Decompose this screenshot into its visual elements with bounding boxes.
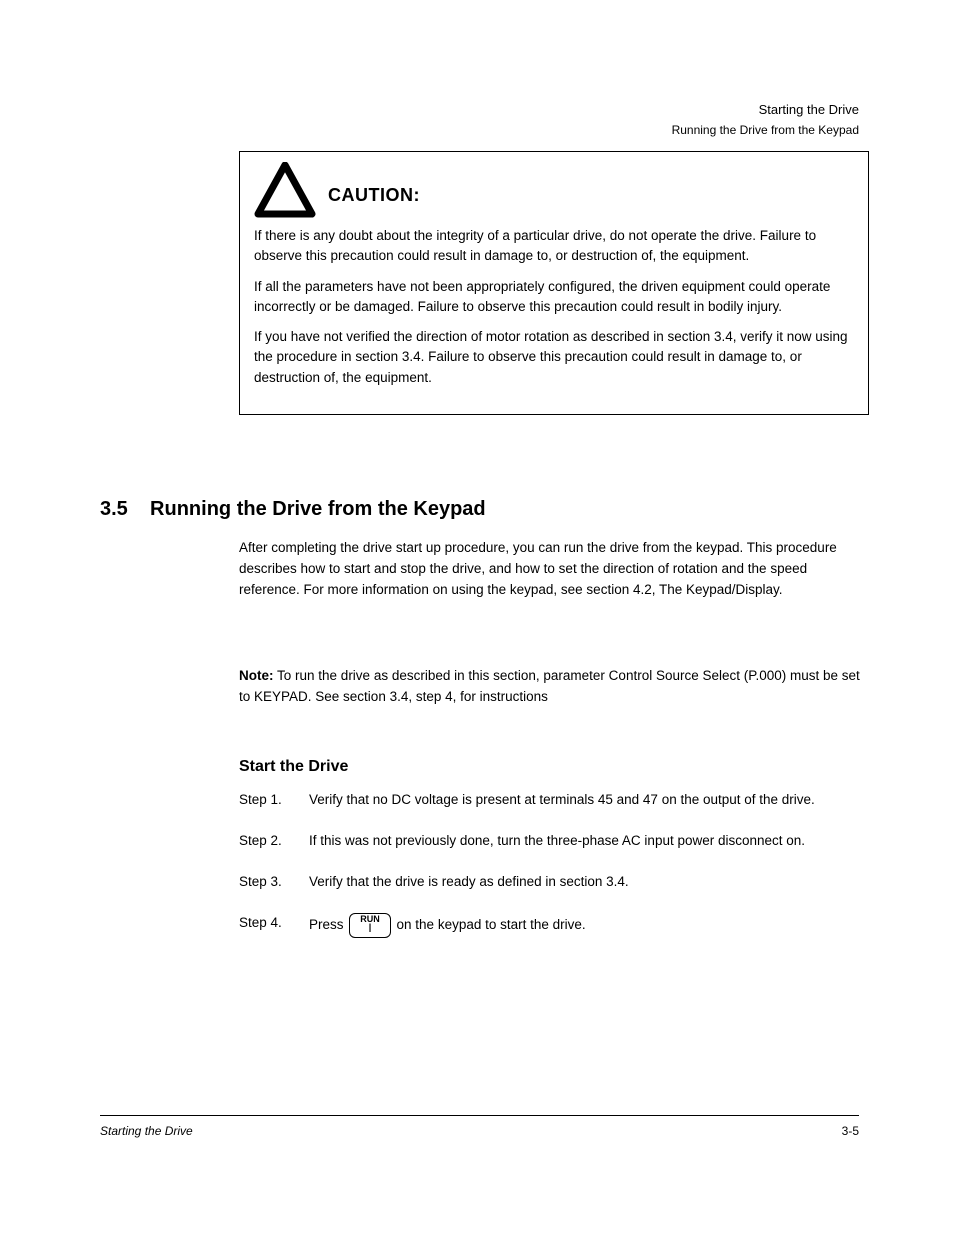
step-item: Step 1. Verify that no DC voltage is pre… [239, 790, 869, 811]
caution-paragraph: If you have not verified the direction o… [254, 327, 854, 388]
warning-triangle-icon [254, 162, 316, 218]
step-text: If this was not previously done, turn th… [309, 831, 869, 852]
note-label: Note: [239, 668, 274, 683]
steps-list: Step 1. Verify that no DC voltage is pre… [239, 790, 869, 958]
intro-paragraph: After completing the drive start up proc… [239, 538, 869, 601]
step-label: Step 2. [239, 831, 309, 852]
step-text: Press RUN | on the keypad to start the d… [309, 913, 869, 938]
caution-paragraph: If there is any doubt about the integrit… [254, 226, 854, 267]
caution-paragraph: If all the parameters have not been appr… [254, 277, 854, 318]
footer-left: Starting the Drive [100, 1124, 193, 1138]
footer-page-number: 3-5 [842, 1124, 859, 1138]
section-heading: 3.5 Running the Drive from the Keypad [100, 498, 870, 521]
step-label: Step 1. [239, 790, 309, 811]
step-label: Step 3. [239, 872, 309, 893]
caution-header: CAUTION: [254, 162, 854, 218]
subsection-heading: Start the Drive [239, 758, 348, 776]
run-key-icon: RUN | [349, 913, 391, 938]
caution-box: CAUTION: If there is any doubt about the… [239, 151, 869, 415]
section-title: Running the Drive from the Keypad [150, 498, 486, 520]
step-text-post: on the keypad to start the drive. [397, 917, 586, 932]
step-label: Step 4. [239, 913, 309, 938]
run-key-bottom: | [360, 923, 380, 932]
step-text: Verify that no DC voltage is present at … [309, 790, 869, 811]
note-text: To run the drive as described in this se… [239, 668, 860, 704]
step-item: Step 3. Verify that the drive is ready a… [239, 872, 869, 893]
section-number: 3.5 [100, 498, 128, 520]
step-text-pre: Press [309, 917, 347, 932]
note-block: Note: To run the drive as described in t… [239, 666, 869, 708]
footer-rule [100, 1115, 859, 1116]
running-header: Starting the Drive Running the Drive fro… [672, 100, 859, 140]
header-title: Starting the Drive [672, 100, 859, 121]
page: Starting the Drive Running the Drive fro… [0, 0, 954, 1235]
header-subtitle: Running the Drive from the Keypad [672, 121, 859, 140]
footer: Starting the Drive 3-5 [100, 1124, 859, 1138]
step-item: Step 4. Press RUN | on the keypad to sta… [239, 913, 869, 938]
caution-label: CAUTION: [328, 185, 420, 206]
step-text: Verify that the drive is ready as define… [309, 872, 869, 893]
step-item: Step 2. If this was not previously done,… [239, 831, 869, 852]
